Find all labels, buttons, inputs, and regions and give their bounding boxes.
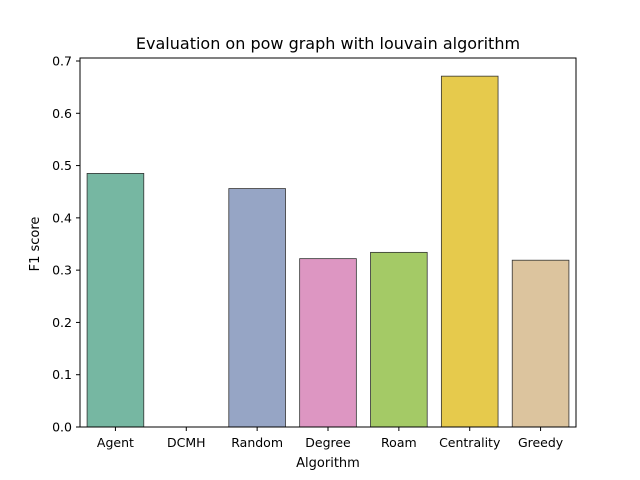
y-tick-label: 0.0 [52,420,72,435]
y-tick-label: 0.6 [52,106,72,121]
y-tick-label: 0.4 [52,210,72,225]
bar-greedy [511,259,570,428]
x-tick-label: Centrality [439,435,501,450]
x-tick-label: Greedy [518,435,564,450]
y-tick-label: 0.3 [52,263,72,278]
y-tick-label: 0.5 [52,158,72,173]
y-tick-label: 0.2 [52,315,72,330]
x-tick-label: Agent [97,435,134,450]
x-tick-label: Degree [305,435,351,450]
y-tick-label: 0.7 [52,54,72,69]
bar-degree [299,258,357,428]
x-ticks-group: Agent DCMH Random Degree Roam Centrality Greed… [97,427,564,450]
x-tick-label: Random [231,435,283,450]
bar-random [228,188,286,428]
bar-agent [86,173,145,428]
y-tick-label: 0.1 [52,367,72,382]
bar-centrality [440,75,499,428]
y-axis-label: F1 score [28,217,43,272]
y-ticks-group: 0.0 0.1 0.2 0.3 0.4 0.5 0.6 0.7 [52,54,80,435]
x-tick-label: Roam [381,435,417,450]
bar-roam [370,251,428,428]
chart-title: Evaluation on pow graph with louvain alg… [136,34,520,53]
x-axis-label: Algorithm [296,456,360,471]
x-tick-label: DCMH [167,435,206,450]
bars-group [86,75,570,428]
plot-frame [79,57,577,428]
